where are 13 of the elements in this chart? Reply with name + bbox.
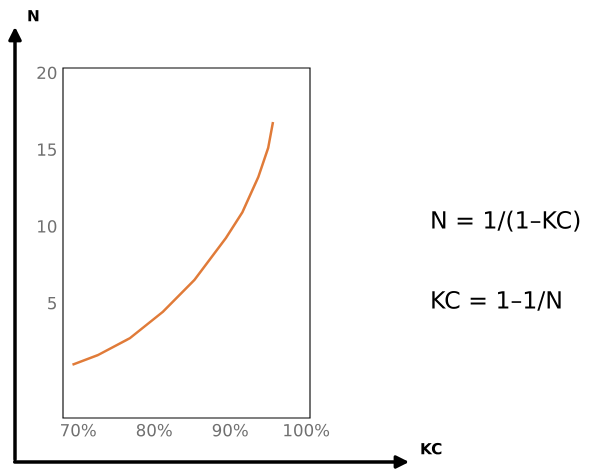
text: N = 1/(1–KC): [432, 210, 580, 232]
y-tick-label: 10: [38, 220, 56, 233]
y-tick-label: 20: [37, 66, 56, 80]
text: N: [28, 10, 38, 22]
x-tick-label: 80%: [136, 424, 172, 436]
x-tick-label: 90%: [212, 424, 248, 436]
text: KC: [421, 442, 442, 454]
x-tick-label: 100%: [284, 424, 330, 436]
x-tick-label: 70%: [61, 424, 96, 436]
y-tick-label: 15: [38, 144, 56, 156]
line-series: [72, 122, 274, 366]
y-tick-label: 5: [48, 297, 56, 310]
text: KC = 1–1/N: [432, 290, 561, 311]
